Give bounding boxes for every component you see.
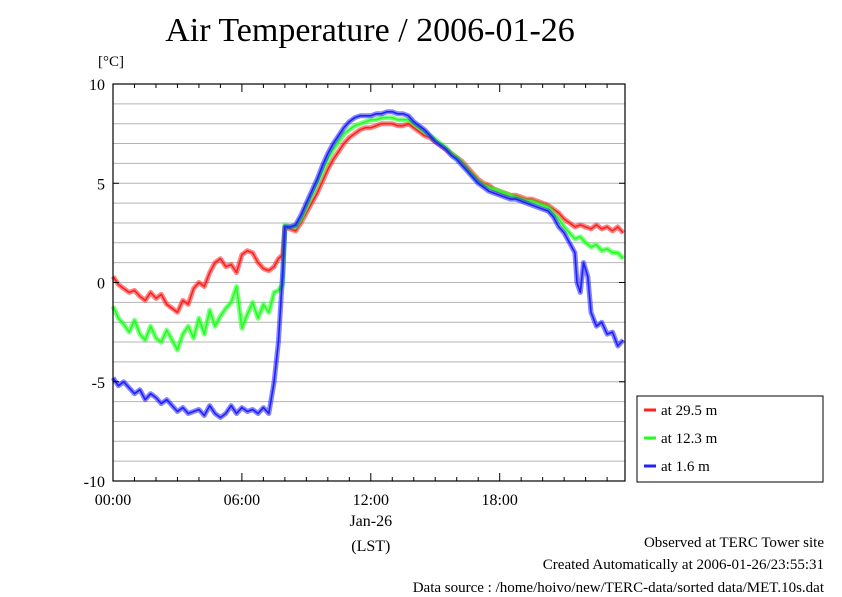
series-line [112, 111, 624, 419]
series-line [112, 122, 624, 314]
y-tick-label: 10 [89, 77, 105, 94]
chart-title: Air Temperature / 2006-01-26 [165, 12, 575, 49]
created-timestamp-note: Created Automatically at 2006-01-26/23:5… [542, 557, 824, 573]
y-tick-label: 5 [97, 176, 105, 193]
y-tick-label: -5 [92, 375, 105, 392]
series-line-halo [110, 109, 626, 420]
y-tick-label: -10 [84, 474, 105, 491]
x-tick-label: 12:00 [353, 492, 389, 509]
legend-label: at 1.6 m [661, 459, 710, 475]
x-date-label: Jan-26 [349, 513, 392, 530]
y-tick-label: 0 [97, 276, 105, 293]
series-lines [110, 109, 626, 420]
series-line-halo [110, 121, 626, 315]
legend-label: at 29.5 m [661, 403, 718, 419]
y-axis-unit-label: [°C] [98, 54, 124, 70]
x-tick-label: 06:00 [224, 492, 260, 509]
x-tick-label: 00:00 [95, 492, 131, 509]
grid-lines [113, 103, 625, 462]
series-line-halo [110, 115, 626, 353]
x-tick-label: 18:00 [481, 492, 517, 509]
series-line [112, 116, 624, 351]
x-axis-label: (LST) [351, 538, 390, 555]
legend: at 29.5 m at 12.3 m at 1.6 m [636, 395, 824, 483]
data-source-note: Data source : /home/hoivo/new/TERC-data/… [412, 580, 824, 596]
legend-label: at 12.3 m [661, 431, 718, 447]
legend-box [636, 395, 824, 483]
axis-ticks [113, 83, 625, 482]
observation-site-note: Observed at TERC Tower site [643, 535, 824, 551]
